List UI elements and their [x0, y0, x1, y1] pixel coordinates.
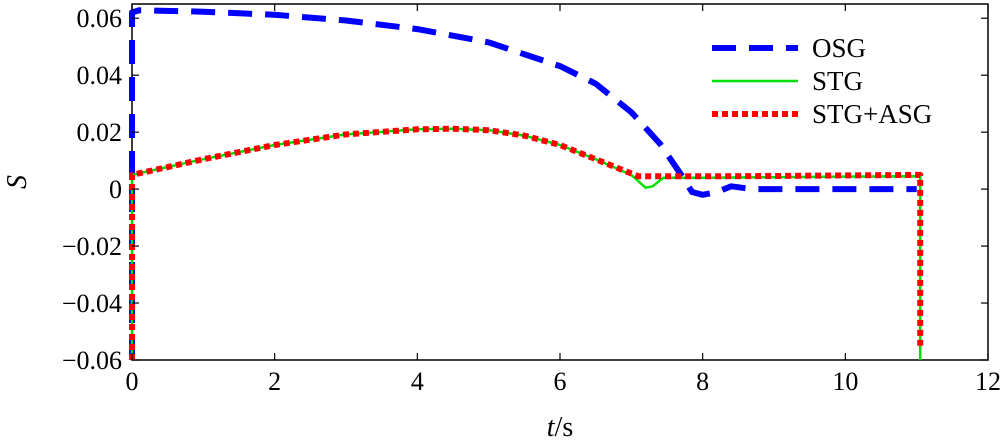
x-tick-label: 10 — [832, 367, 858, 396]
series-line-osg — [129, 7, 917, 360]
x-tick-label: 2 — [268, 367, 281, 396]
series-line-stg-asg — [129, 125, 924, 360]
x-axis-label-unit: /s — [555, 412, 574, 441]
y-axis-label: S — [2, 175, 33, 189]
y-tick-label: 0.06 — [77, 4, 123, 33]
x-tick-label: 6 — [554, 367, 567, 396]
series-layer — [129, 7, 924, 360]
y-tick-label: 0.04 — [77, 61, 123, 90]
tick-layer: 0 2 4 6 8 10 12 0.06 0.04 0.02 0 −0.02 −0.04 −0.06 — [62, 4, 1000, 396]
y-tick-label: −0.02 — [62, 232, 122, 261]
x-tick-label: 12 — [975, 367, 1000, 396]
y-tick-label: 0 — [109, 175, 122, 204]
y-tick-label: −0.04 — [62, 289, 122, 318]
legend: OSG STG STG+ASG — [712, 33, 932, 129]
x-tick-label: 8 — [696, 367, 709, 396]
y-tick-label: 0.02 — [77, 118, 123, 147]
legend-label-stg-asg: STG+ASG — [812, 99, 932, 129]
legend-label-osg: OSG — [812, 33, 866, 63]
x-axis-label-variable: t — [547, 412, 556, 441]
series-line-stg — [130, 127, 922, 360]
y-tick-label: −0.06 — [62, 346, 122, 375]
x-tick-label: 0 — [126, 367, 139, 396]
x-axis-label: t/s — [547, 412, 573, 441]
legend-label-stg: STG — [812, 66, 863, 96]
x-tick-label: 4 — [411, 367, 424, 396]
